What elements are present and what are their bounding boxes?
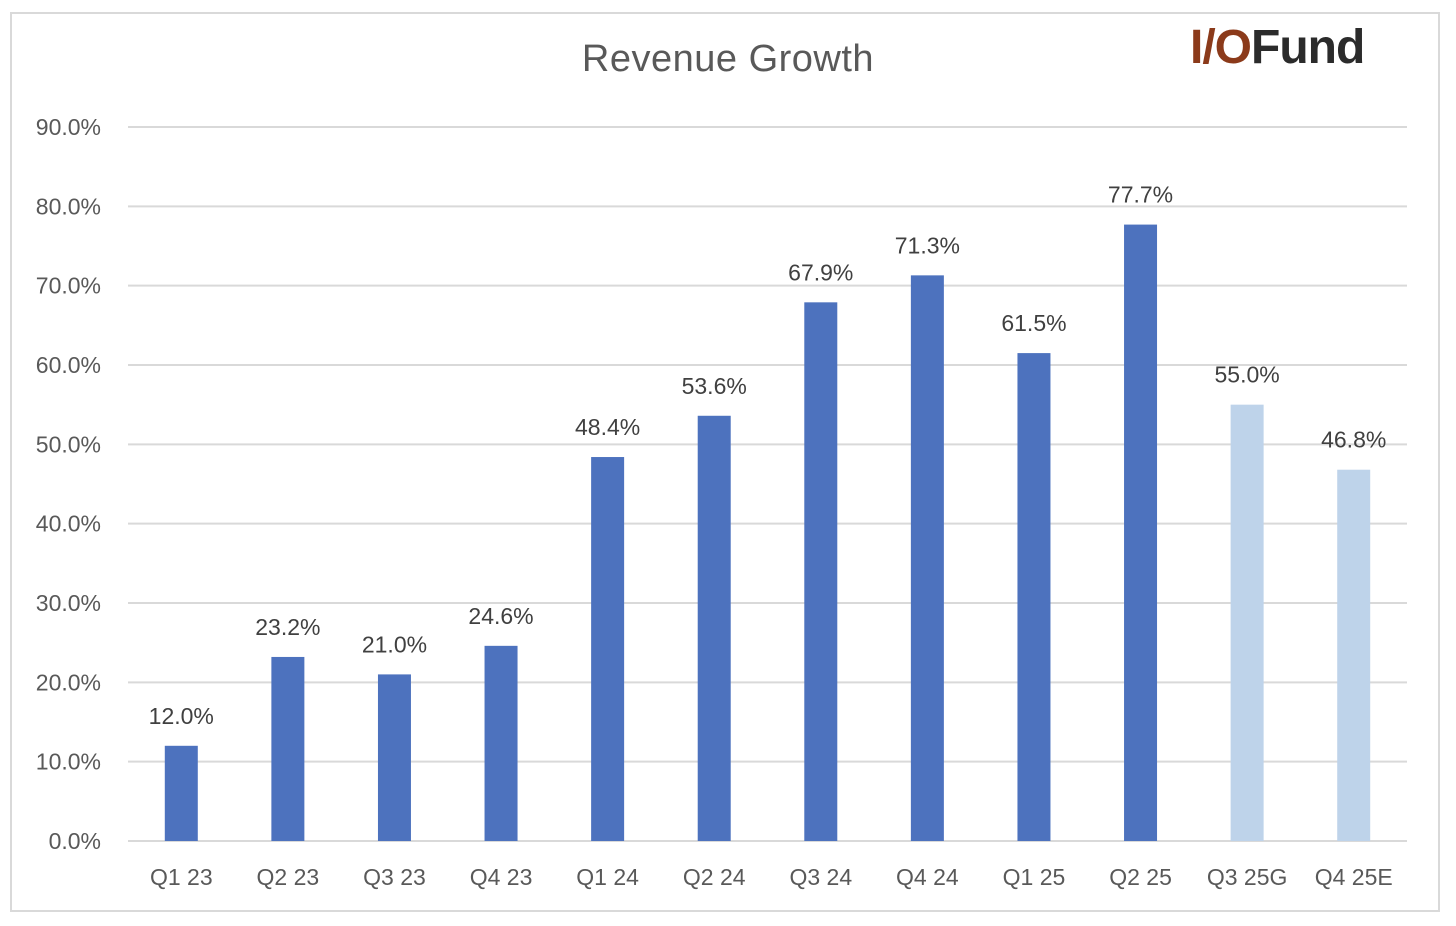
- data-label: 77.7%: [1108, 182, 1173, 208]
- x-tick-label: Q2 25: [1109, 864, 1172, 890]
- data-label: 55.0%: [1215, 362, 1280, 388]
- y-tick-label: 20.0%: [36, 669, 101, 695]
- x-tick-label: Q1 25: [1003, 864, 1066, 890]
- x-tick-label: Q3 25G: [1207, 864, 1288, 890]
- data-label: 61.5%: [1001, 310, 1066, 336]
- y-tick-label: 50.0%: [36, 431, 101, 457]
- data-label: 71.3%: [895, 232, 960, 258]
- x-tick-label: Q4 25E: [1315, 864, 1393, 890]
- y-tick-label: 80.0%: [36, 193, 101, 219]
- data-label: 24.6%: [468, 603, 533, 629]
- bar-q2-24: [697, 415, 731, 841]
- bar-q1-23: [164, 745, 198, 841]
- y-tick-label: 70.0%: [36, 273, 101, 299]
- x-tick-label: Q2 23: [257, 864, 320, 890]
- data-labels: 12.0% 23.2% 21.0% 24.6% 48.4% 53.6% 67.9% 71.3%…: [149, 182, 1387, 729]
- y-tick-label: 30.0%: [36, 590, 101, 616]
- x-axis: Q1 23 Q2 23 Q3 23 Q4 23 Q1 24 Q2 24 Q3 24 Q4 24…: [150, 864, 1393, 890]
- bar-q3-25g: [1230, 404, 1264, 841]
- y-axis: 0.0% 10.0% 20.0% 30.0% 40.0% 50.0% 60.0% 70.0% 8…: [36, 114, 101, 854]
- x-tick-label: Q4 23: [470, 864, 533, 890]
- x-tick-label: Q4 24: [896, 864, 959, 890]
- gridlines: [128, 126, 1407, 842]
- logo-io: I/O: [1190, 21, 1252, 74]
- data-label: 12.0%: [149, 703, 214, 729]
- bar-q3-24: [804, 302, 838, 841]
- bar-q3-23: [377, 674, 411, 841]
- chart-title: Revenue Growth: [581, 38, 875, 80]
- bar-q4-23: [484, 645, 518, 841]
- y-tick-label: 90.0%: [36, 114, 101, 140]
- data-label: 67.9%: [788, 259, 853, 285]
- x-tick-label: Q2 24: [683, 864, 746, 890]
- bar-q2-25: [1124, 224, 1158, 841]
- y-tick-label: 60.0%: [36, 352, 101, 378]
- bar-q1-24: [591, 457, 625, 841]
- data-label: 53.6%: [682, 373, 747, 399]
- bar-q4-25e: [1337, 469, 1371, 841]
- x-tick-label: Q1 24: [576, 864, 639, 890]
- x-tick-label: Q1 23: [150, 864, 213, 890]
- io-fund-logo: I/OFund: [1190, 21, 1365, 74]
- data-label: 23.2%: [255, 614, 320, 640]
- bar-q4-24: [910, 275, 944, 841]
- bar-q2-23: [271, 656, 305, 841]
- y-tick-label: 10.0%: [36, 749, 101, 775]
- data-label: 21.0%: [362, 631, 427, 657]
- x-tick-label: Q3 24: [789, 864, 852, 890]
- data-label: 48.4%: [575, 414, 640, 440]
- x-tick-label: Q3 23: [363, 864, 426, 890]
- logo-fund: Fund: [1251, 21, 1365, 74]
- data-label: 46.8%: [1321, 427, 1386, 453]
- bars: [164, 224, 1371, 841]
- y-tick-label: 0.0%: [49, 828, 101, 854]
- bar-q1-25: [1017, 353, 1051, 841]
- y-tick-label: 40.0%: [36, 511, 101, 537]
